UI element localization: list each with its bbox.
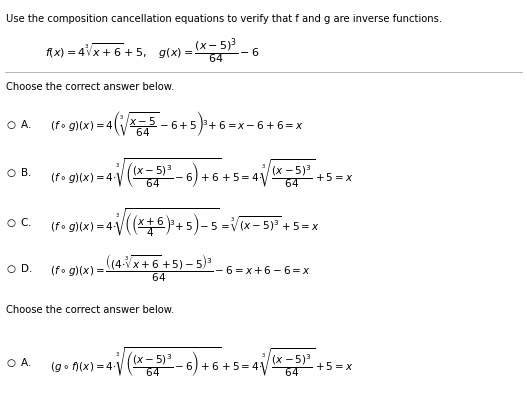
Text: $(f\circ g)(x)=\dfrac{\left((4{\cdot}\sqrt[3]{x+6}+5)-5\right)^3}{64}-6=x+6-6=x$: $(f\circ g)(x)=\dfrac{\left((4{\cdot}\sq… (50, 252, 311, 283)
Text: $(f\circ g)(x)=4\left(\sqrt[3]{\dfrac{x-5}{64}}-6+5\right)^{\!3}\!+6=x-6+6=x$: $(f\circ g)(x)=4\left(\sqrt[3]{\dfrac{x-… (50, 109, 304, 139)
Text: $\bigcirc\,$ C.: $\bigcirc\,$ C. (6, 216, 32, 229)
Text: $\bigcirc\,$ A.: $\bigcirc\,$ A. (6, 117, 32, 131)
Text: $(f\circ g)(x)=4{\cdot}\sqrt[3]{\!\left(\left(\dfrac{x+6}{4}\right)^{\!3}\!+5\ri: $(f\circ g)(x)=4{\cdot}\sqrt[3]{\!\left(… (50, 206, 320, 238)
Text: $(f\circ g)(x)=4{\cdot}\sqrt[3]{\left(\dfrac{(x-5)^3}{64}-6\right)+6}+5=4{\cdot}: $(f\circ g)(x)=4{\cdot}\sqrt[3]{\left(\d… (50, 155, 354, 189)
Text: Use the composition cancellation equations to verify that f and g are inverse fu: Use the composition cancellation equatio… (6, 14, 443, 24)
Text: $\bigcirc\,$ B.: $\bigcirc\,$ B. (6, 166, 32, 179)
Text: $\bigcirc\,$ D.: $\bigcirc\,$ D. (6, 261, 33, 274)
Text: $(g\circ f)(x)=4{\cdot}\sqrt[3]{\left(\dfrac{(x-5)^3}{64}-6\right)+6}+5=4{\cdot}: $(g\circ f)(x)=4{\cdot}\sqrt[3]{\left(\d… (50, 344, 354, 378)
Text: $f(x) = 4\sqrt[3]{x+6}+5, \quad g(x) = \dfrac{(x-5)^3}{64}-6$: $f(x) = 4\sqrt[3]{x+6}+5, \quad g(x) = \… (45, 37, 259, 66)
Text: $\bigcirc\,$ A.: $\bigcirc\,$ A. (6, 355, 32, 368)
Text: Choose the correct answer below.: Choose the correct answer below. (6, 304, 174, 314)
Text: Choose the correct answer below.: Choose the correct answer below. (6, 82, 174, 92)
